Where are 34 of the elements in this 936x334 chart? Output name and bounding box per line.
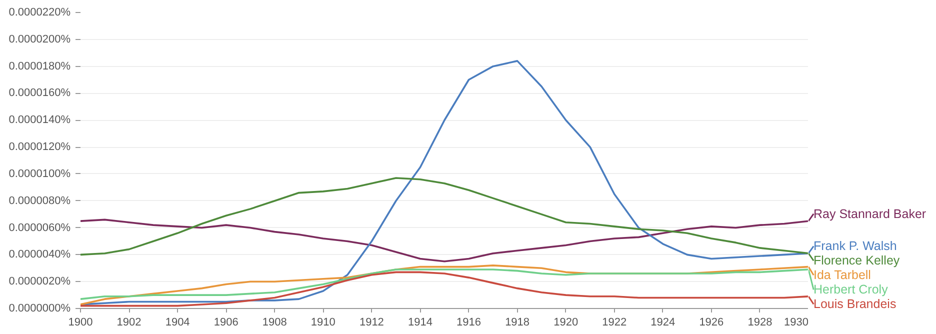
x-tick-label: 1906 [214,316,238,328]
series-label: Herbert Croly [814,282,889,297]
y-tick-label: 0.0000140% [8,114,71,126]
x-tick-label: 1914 [408,316,432,328]
x-tick-label: 1908 [262,316,287,328]
series-label: Louis Brandeis [814,297,896,312]
legend-label: Florence Kelley [814,254,900,268]
y-tick-label: 0.0000000% [8,302,71,314]
x-tick-label: 1920 [554,316,578,328]
x-tick-label: 1922 [602,316,627,328]
y-tick-label: 0.0000060% [8,222,71,234]
y-tick-label: 0.0000020% [8,276,71,288]
y-tick-label: 0.0000040% [8,248,71,261]
y-tick-label: 0.0000120% [8,141,71,154]
x-tick-label: 1910 [310,316,336,328]
legend-label: Frank P. Walsh [814,239,897,254]
x-tick-label: 1902 [116,316,142,328]
y-tick-label: 0.0000180% [8,60,71,72]
x-tick-label: 1926 [699,316,724,328]
legend-label: Ray Stannard Baker [814,206,926,221]
y-tick-label: 0.0000080% [8,194,71,207]
y-tick-label: 0.0000220% [8,6,71,18]
y-tick-label: 0.0000200% [8,33,71,46]
legend-label: Ida Tarbell [814,268,871,282]
x-tick-label: 1904 [165,316,190,328]
x-tick-label: 1930 [784,316,809,328]
y-tick-label: 0.0000160% [8,87,71,100]
x-tick-label: 1900 [68,316,93,328]
y-tick-label: 0.0000100% [8,168,71,180]
x-tick-label: 1916 [456,316,482,328]
x-tick-label: 1918 [505,316,530,328]
x-tick-label: 1912 [359,316,384,328]
x-tick-label: 1928 [748,316,772,328]
x-tick-label: 1924 [650,316,676,328]
